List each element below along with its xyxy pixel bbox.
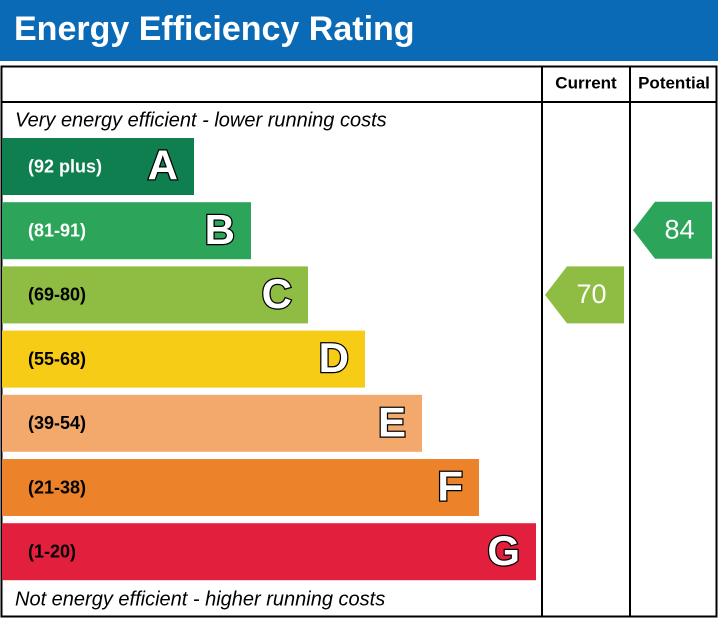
band-letter: C: [262, 270, 292, 317]
band-bar: [2, 330, 365, 388]
title-bar: [0, 0, 718, 61]
band-letter: E: [378, 398, 406, 445]
band-range: (55-68): [28, 349, 86, 369]
top-note: Very energy efficient - lower running co…: [15, 109, 387, 131]
rating-value: 84: [664, 214, 694, 244]
rating-arrow: [633, 201, 712, 259]
band-bar: [2, 266, 308, 324]
band-bar: [2, 459, 479, 516]
band-bar: [2, 202, 251, 260]
band-range: (92 plus): [28, 156, 102, 176]
rating-arrow: [545, 266, 624, 324]
band-letter: B: [205, 206, 235, 253]
frame: [0, 65, 718, 618]
title: Energy Efficiency Rating: [14, 10, 415, 48]
band-range: (69-80): [28, 285, 86, 305]
band-letter: D: [319, 334, 349, 381]
potential-header: Potential: [638, 73, 710, 92]
band-letter: A: [148, 142, 178, 189]
current-header: Current: [555, 73, 617, 92]
band-bar: [2, 523, 536, 581]
band-bar: [2, 394, 422, 452]
bottom-note: Not energy efficient - higher running co…: [15, 588, 385, 610]
band-range: (21-38): [28, 477, 86, 497]
band-letter: F: [437, 463, 463, 510]
band-bar: [2, 138, 194, 195]
band-letter: G: [487, 527, 520, 574]
band-range: (1-20): [28, 541, 76, 561]
rating-value: 70: [576, 279, 606, 309]
band-range: (39-54): [28, 413, 86, 433]
band-range: (81-91): [28, 220, 86, 240]
